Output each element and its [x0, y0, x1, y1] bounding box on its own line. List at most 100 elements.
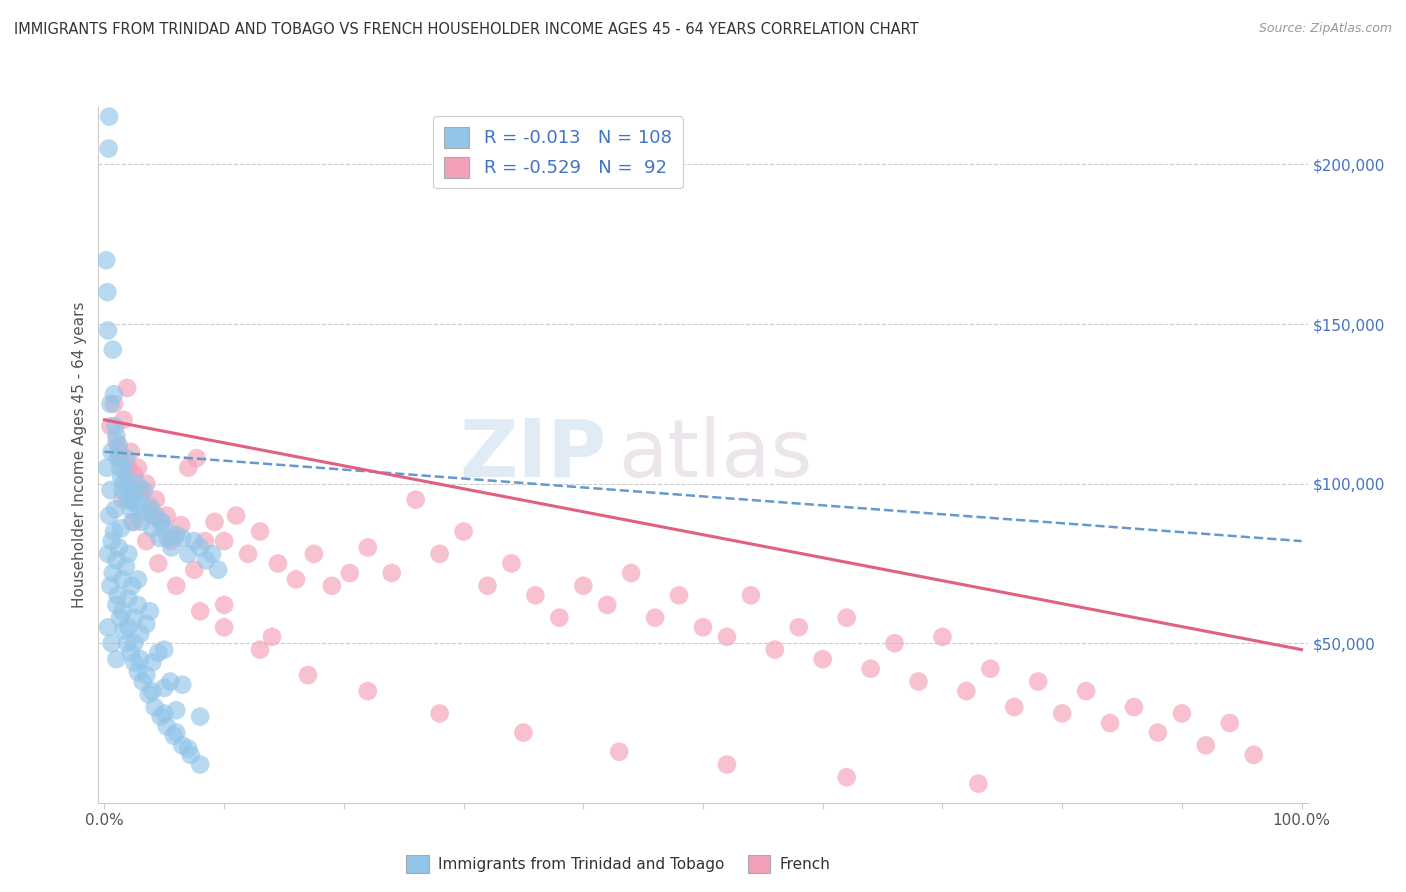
Text: IMMIGRANTS FROM TRINIDAD AND TOBAGO VS FRENCH HOUSEHOLDER INCOME AGES 45 - 64 YE: IMMIGRANTS FROM TRINIDAD AND TOBAGO VS F…: [14, 22, 918, 37]
Text: ZIP: ZIP: [458, 416, 606, 494]
Point: [477, 579, 499, 593]
Point: [716, 757, 738, 772]
Point: [212, 534, 235, 549]
Point: [135, 476, 157, 491]
Point: [967, 777, 990, 791]
Point: [121, 515, 143, 529]
Point: [201, 547, 224, 561]
Point: [236, 547, 259, 561]
Point: [811, 652, 834, 666]
Point: [141, 508, 163, 523]
Point: [381, 566, 404, 580]
Point: [111, 573, 134, 587]
Point: [105, 652, 128, 666]
Point: [100, 397, 122, 411]
Point: [644, 610, 666, 624]
Point: [112, 413, 135, 427]
Point: [607, 745, 630, 759]
Point: [572, 579, 595, 593]
Point: [188, 604, 211, 618]
Point: [127, 573, 149, 587]
Point: [339, 566, 361, 580]
Point: [188, 541, 211, 555]
Point: [115, 381, 138, 395]
Point: [105, 429, 128, 443]
Text: atlas: atlas: [619, 416, 813, 494]
Point: [321, 579, 343, 593]
Point: [212, 620, 235, 634]
Point: [127, 460, 149, 475]
Point: [104, 419, 127, 434]
Point: [98, 508, 121, 523]
Point: [97, 620, 120, 634]
Point: [212, 598, 235, 612]
Point: [124, 486, 146, 500]
Point: [132, 674, 155, 689]
Point: [524, 588, 547, 602]
Point: [100, 483, 122, 497]
Point: [1195, 739, 1218, 753]
Point: [156, 508, 179, 523]
Point: [103, 524, 125, 539]
Point: [108, 610, 131, 624]
Point: [267, 557, 290, 571]
Point: [177, 460, 200, 475]
Point: [96, 460, 118, 475]
Point: [170, 518, 193, 533]
Point: [141, 521, 163, 535]
Point: [165, 703, 187, 717]
Point: [131, 515, 153, 529]
Point: [160, 541, 183, 555]
Point: [883, 636, 905, 650]
Point: [302, 547, 325, 561]
Point: [763, 642, 786, 657]
Point: [139, 502, 162, 516]
Y-axis label: Householder Income Ages 45 - 64 years: Householder Income Ages 45 - 64 years: [72, 301, 87, 608]
Text: Source: ZipAtlas.com: Source: ZipAtlas.com: [1258, 22, 1392, 36]
Point: [124, 656, 146, 670]
Point: [103, 387, 125, 401]
Point: [100, 534, 122, 549]
Point: [153, 642, 176, 657]
Point: [207, 563, 229, 577]
Point: [163, 531, 186, 545]
Point: [172, 531, 194, 545]
Point: [907, 674, 929, 689]
Point: [110, 521, 132, 535]
Point: [1243, 747, 1265, 762]
Point: [1147, 725, 1170, 739]
Point: [112, 476, 135, 491]
Point: [177, 741, 200, 756]
Point: [596, 598, 619, 612]
Point: [149, 515, 172, 529]
Point: [135, 534, 157, 549]
Point: [117, 460, 139, 475]
Point: [204, 515, 226, 529]
Point: [129, 483, 152, 497]
Point: [135, 617, 157, 632]
Point: [107, 444, 129, 458]
Point: [979, 662, 1001, 676]
Point: [1026, 674, 1049, 689]
Point: [145, 492, 167, 507]
Point: [107, 541, 129, 555]
Point: [141, 684, 163, 698]
Point: [115, 492, 138, 507]
Point: [716, 630, 738, 644]
Point: [284, 573, 307, 587]
Point: [135, 505, 157, 519]
Point: [124, 515, 146, 529]
Point: [357, 684, 380, 698]
Point: [1171, 706, 1194, 721]
Point: [188, 709, 211, 723]
Point: [186, 451, 208, 466]
Point: [138, 687, 160, 701]
Point: [145, 508, 167, 523]
Point: [249, 524, 271, 539]
Point: [143, 700, 166, 714]
Point: [101, 343, 124, 357]
Point: [429, 547, 451, 561]
Point: [100, 444, 122, 458]
Point: [163, 729, 186, 743]
Point: [156, 531, 179, 545]
